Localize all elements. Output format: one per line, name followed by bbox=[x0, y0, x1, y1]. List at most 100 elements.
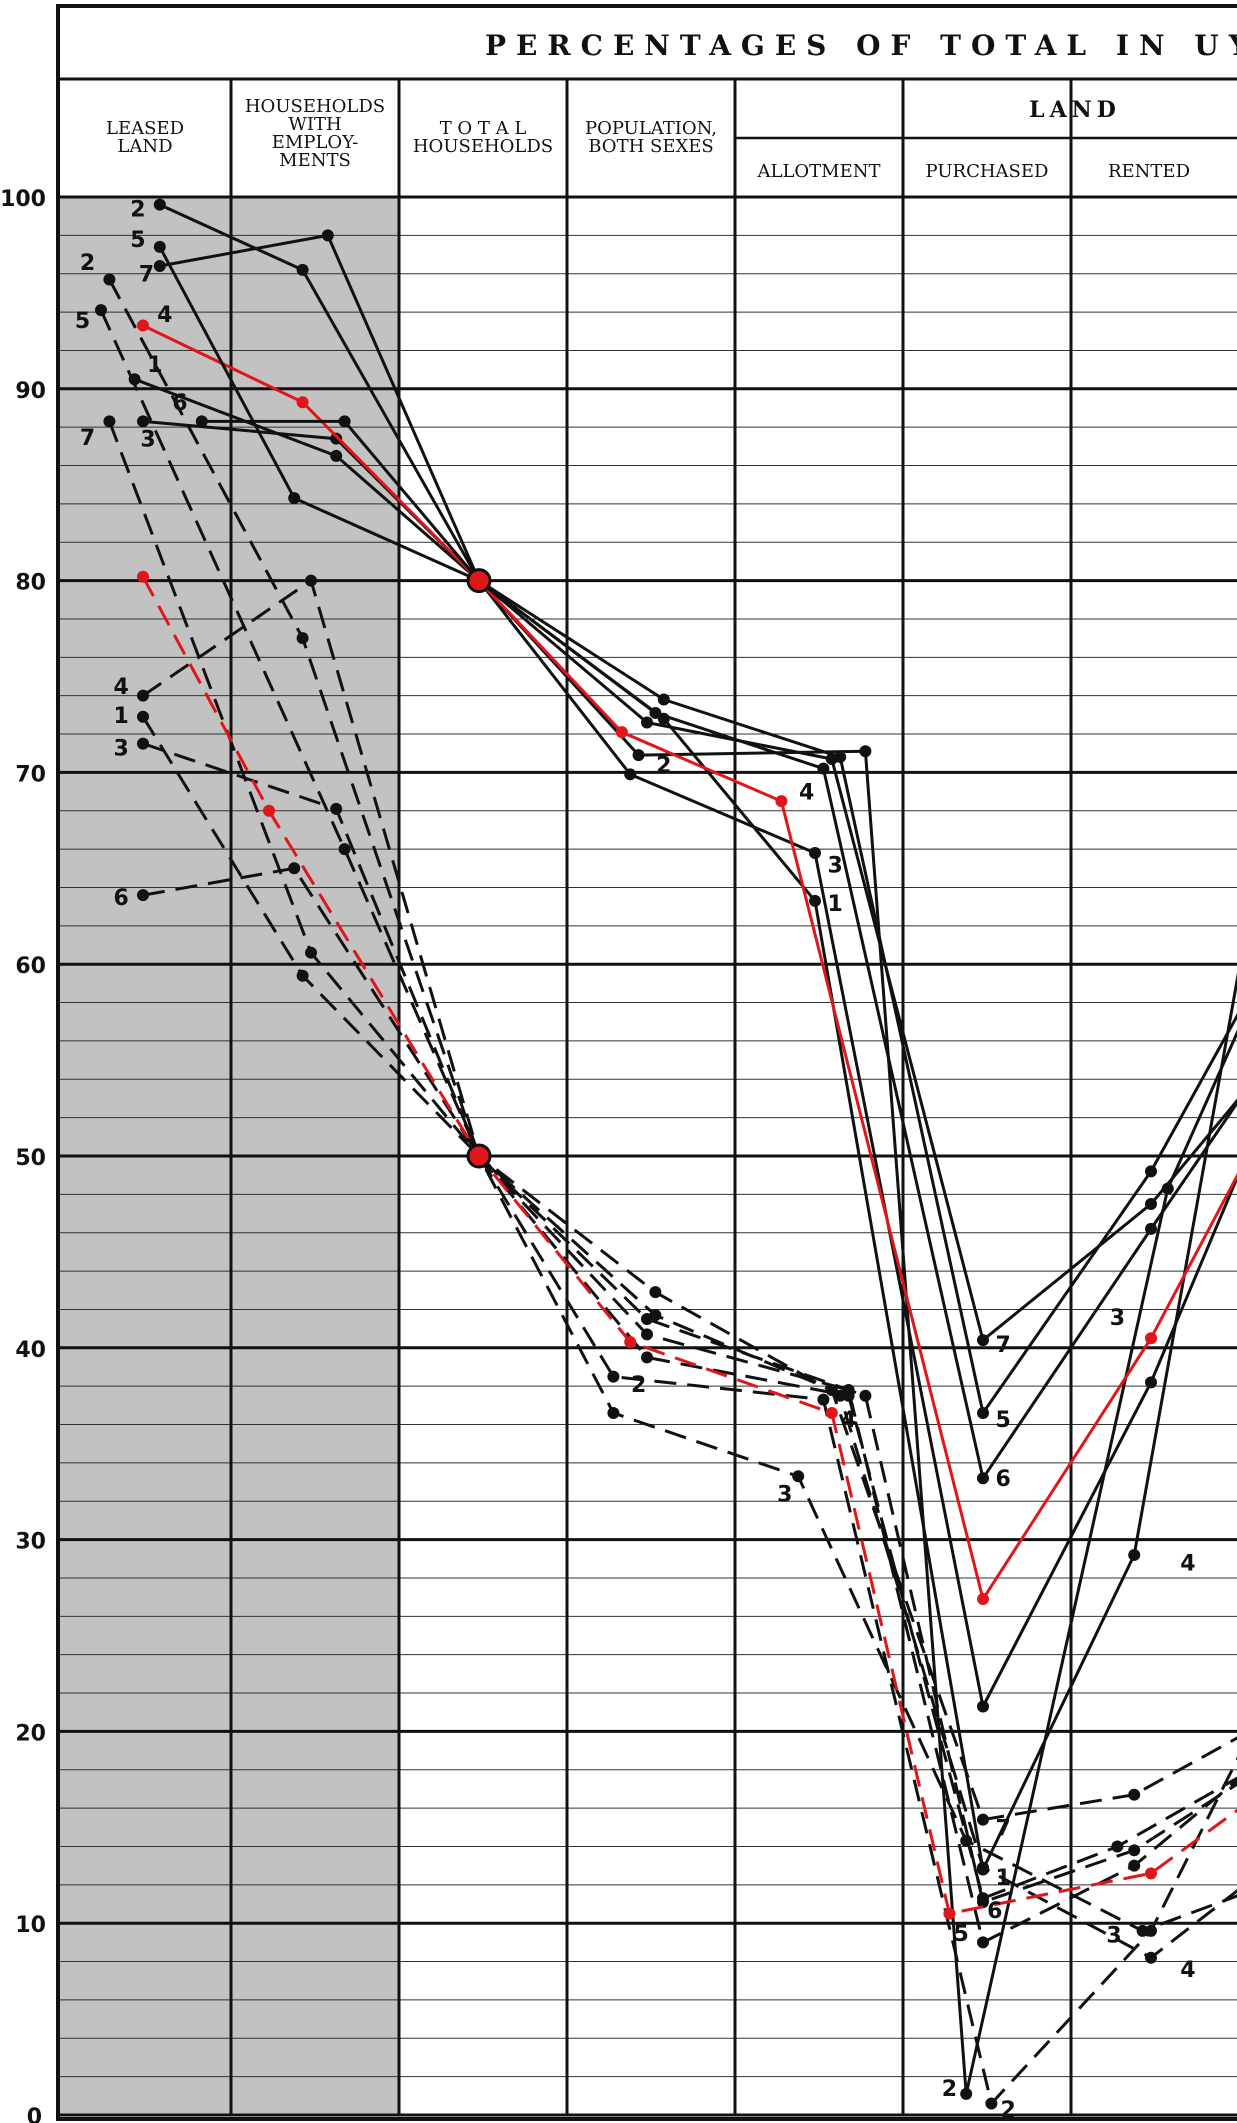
data-point bbox=[977, 1813, 989, 1826]
data-point bbox=[137, 689, 149, 702]
column-group-label: LAND bbox=[1029, 97, 1121, 123]
data-point bbox=[775, 795, 788, 808]
series-line-dashed-2 bbox=[108, 278, 1237, 2105]
data-point bbox=[153, 260, 166, 273]
data-point bbox=[1145, 1222, 1157, 1235]
data-point bbox=[809, 894, 821, 907]
data-point bbox=[641, 1328, 653, 1341]
data-point bbox=[825, 752, 838, 765]
data-point bbox=[859, 1389, 872, 1402]
point-label: 2 bbox=[80, 251, 95, 276]
point-label: 5 bbox=[75, 309, 90, 334]
data-point bbox=[977, 1700, 989, 1713]
point-label: 7 bbox=[80, 426, 95, 451]
data-point bbox=[153, 240, 166, 253]
hub-point bbox=[466, 1143, 492, 1169]
y-tick-label: 40 bbox=[15, 1338, 46, 1363]
y-tick-label: 10 bbox=[15, 1913, 46, 1938]
data-point bbox=[607, 1370, 620, 1383]
point-label: 3 bbox=[777, 1483, 792, 1508]
data-point bbox=[641, 716, 653, 729]
data-point bbox=[305, 946, 317, 959]
data-point bbox=[137, 570, 149, 583]
data-point bbox=[103, 415, 116, 428]
data-point bbox=[95, 304, 107, 317]
data-point bbox=[632, 749, 645, 762]
series-line-dashed-3 bbox=[142, 742, 1237, 1933]
point-label: 3 bbox=[1110, 1306, 1125, 1331]
data-point bbox=[641, 1351, 653, 1364]
y-tick-label: 90 bbox=[15, 379, 46, 404]
data-point bbox=[977, 1936, 989, 1949]
point-label: 7 bbox=[996, 1333, 1011, 1358]
data-point bbox=[338, 843, 351, 856]
data-point bbox=[657, 693, 670, 706]
data-point bbox=[1145, 1332, 1157, 1345]
point-label: 2 bbox=[656, 754, 671, 779]
data-point bbox=[137, 710, 149, 723]
point-label: 3 bbox=[1106, 1924, 1121, 1949]
data-point bbox=[817, 762, 830, 775]
point-label: 1 bbox=[996, 1866, 1011, 1891]
data-point bbox=[825, 1383, 838, 1396]
data-point bbox=[137, 319, 149, 332]
data-point bbox=[1145, 1197, 1157, 1210]
data-point bbox=[809, 846, 821, 859]
series-line-solid-7 bbox=[159, 233, 1237, 1342]
data-point bbox=[263, 804, 275, 817]
point-label: 4 bbox=[841, 1408, 856, 1433]
point-label: 5 bbox=[130, 228, 145, 253]
point-label: 6 bbox=[996, 1467, 1011, 1492]
data-point bbox=[1128, 1788, 1141, 1801]
column-header: ALLOTMENT bbox=[757, 161, 881, 182]
data-point bbox=[624, 1336, 637, 1349]
y-tick-label: 30 bbox=[15, 1530, 46, 1555]
point-label: 2 bbox=[631, 1373, 646, 1398]
data-point bbox=[834, 1389, 847, 1402]
data-point bbox=[1111, 1840, 1124, 1853]
data-point bbox=[1136, 1924, 1149, 1937]
series-line-dashed-6 bbox=[142, 866, 1237, 1900]
data-point bbox=[607, 1407, 620, 1420]
point-label: 4 bbox=[114, 675, 129, 700]
data-point bbox=[330, 449, 343, 462]
y-tick-label: 100 bbox=[0, 187, 46, 212]
data-point bbox=[103, 273, 116, 286]
series-line-solid-2 bbox=[159, 203, 1237, 2096]
chart-title: PERCENTAGES OF TOTAL IN UY bbox=[485, 29, 1237, 62]
data-point bbox=[977, 1407, 989, 1420]
data-point bbox=[296, 632, 309, 645]
y-tick-label: 0 bbox=[27, 2105, 42, 2123]
data-point bbox=[1145, 1165, 1157, 1178]
data-point bbox=[649, 706, 662, 719]
data-point bbox=[288, 862, 301, 875]
data-point bbox=[330, 432, 343, 445]
data-point bbox=[817, 1393, 830, 1406]
data-point bbox=[624, 768, 637, 781]
data-point bbox=[195, 415, 208, 428]
point-label: 3 bbox=[828, 853, 843, 878]
data-point bbox=[615, 726, 628, 739]
data-point bbox=[649, 1286, 662, 1299]
y-tick-label: 50 bbox=[15, 1146, 46, 1171]
y-tick-label: 70 bbox=[15, 762, 46, 787]
series-line-solid-5 bbox=[158, 246, 1237, 1415]
column-header: LEASED LAND bbox=[106, 118, 184, 157]
point-label: 6 bbox=[987, 1899, 1002, 1924]
column-header: PURCHASED bbox=[926, 161, 1049, 182]
data-point bbox=[977, 1334, 989, 1347]
column-header: RENTED bbox=[1108, 161, 1190, 182]
point-label: 1 bbox=[114, 704, 129, 729]
series-line-solid-1 bbox=[134, 377, 1237, 1871]
series-line-dashed-1 bbox=[141, 716, 1237, 1904]
column-header: POPULATION, BOTH SEXES bbox=[585, 118, 717, 157]
data-point bbox=[960, 2087, 973, 2100]
point-label: 4 bbox=[157, 303, 172, 328]
y-tick-label: 80 bbox=[15, 571, 46, 596]
data-point bbox=[825, 1407, 838, 1420]
data-point bbox=[977, 1593, 989, 1606]
data-point bbox=[977, 1861, 989, 1874]
y-tick-label: 20 bbox=[15, 1721, 46, 1746]
point-label: 3 bbox=[114, 736, 129, 761]
